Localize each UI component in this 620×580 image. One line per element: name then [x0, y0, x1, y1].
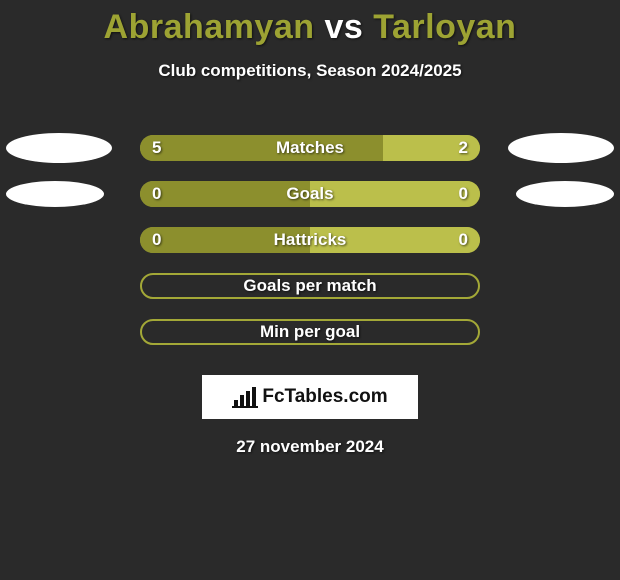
stat-label: Goals per match — [142, 275, 478, 297]
stat-bar: Goals00 — [140, 181, 480, 207]
placeholder-ellipse-right — [516, 181, 614, 207]
player-a-name: Abrahamyan — [104, 8, 315, 46]
stat-row: Hattricks00 — [0, 217, 620, 263]
stat-bar: Min per goal — [140, 319, 480, 345]
snapshot-date: 27 november 2024 — [0, 437, 620, 457]
placeholder-ellipse-right — [508, 133, 614, 163]
bar-fill-right — [383, 135, 480, 161]
stat-bar: Goals per match — [140, 273, 480, 299]
subtitle: Club competitions, Season 2024/2025 — [0, 61, 620, 81]
comparison-title: Abrahamyan vs Tarloyan — [0, 0, 620, 47]
logo-text: FcTables.com — [262, 386, 387, 408]
placeholder-ellipse-left — [6, 181, 104, 207]
player-b-name: Tarloyan — [373, 8, 516, 46]
bar-fill-left — [140, 135, 383, 161]
stat-label: Min per goal — [142, 321, 478, 343]
fctables-logo: FcTables.com — [202, 375, 418, 419]
barchart-icon — [232, 386, 258, 408]
bar-fill-left — [140, 227, 310, 253]
stat-row: Goals00 — [0, 171, 620, 217]
stat-bar: Hattricks00 — [140, 227, 480, 253]
stat-row: Matches52 — [0, 125, 620, 171]
stat-row: Goals per match — [0, 263, 620, 309]
placeholder-ellipse-left — [6, 133, 112, 163]
bar-fill-right — [310, 227, 480, 253]
bar-fill-left — [140, 181, 310, 207]
stats-rows: Matches52 Goals00 Hattricks00 Goals per mat… — [0, 125, 620, 355]
stat-bar: Matches52 — [140, 135, 480, 161]
bar-fill-right — [310, 181, 480, 207]
vs-separator: vs — [324, 8, 363, 46]
stat-row: Min per goal — [0, 309, 620, 355]
